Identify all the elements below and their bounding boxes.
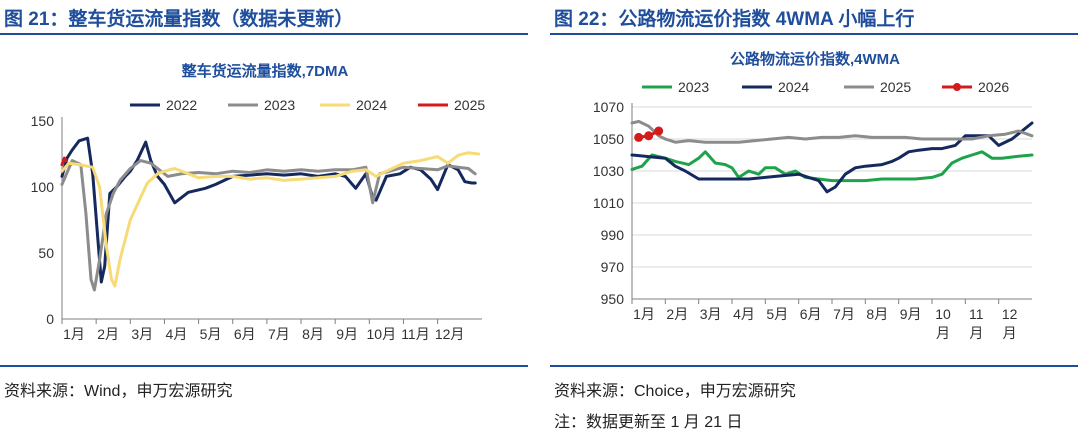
freight-volume-chart: 整车货运流量指数,7DMA 2022 2023 2024 2025 0 50 100 150 1月… (31, 62, 486, 342)
source-rule (550, 365, 1078, 367)
update-note: 注：数据更新至 1 月 21 日 (554, 414, 743, 431)
x-tick-label: 5月 (200, 326, 222, 342)
source-rule (0, 365, 528, 367)
x-tick-label: 8月 (866, 306, 888, 322)
series-line-2025 (60, 156, 68, 167)
x-tick-label: 3月 (700, 306, 722, 322)
x-tick-label: 5月 (766, 306, 788, 322)
legend-label-2026: 2026 (978, 79, 1009, 95)
legend-label-2022: 2022 (166, 97, 197, 113)
data-point-2026 (654, 126, 664, 136)
y-tick-label: 950 (601, 291, 625, 307)
figure-22-panel: 图 22：公路物流运价指数 4WMA 小幅上行 公路物流运价指数,4WMA 202… (550, 0, 1078, 437)
y-tick-label: 1050 (593, 131, 624, 147)
y-tick-label: 100 (31, 179, 55, 195)
y-tick-label: 50 (38, 245, 54, 261)
y-tick-label: 0 (46, 311, 54, 327)
x-tick-label: 7月 (833, 306, 855, 322)
legend-label-2025: 2025 (454, 97, 485, 113)
legend-label-2023: 2023 (678, 79, 709, 95)
legend-label-2025: 2025 (880, 79, 911, 95)
y-tick-label: 1070 (593, 99, 624, 115)
title-rule (550, 33, 1078, 35)
data-point-2026 (644, 131, 654, 141)
source-note: 资料来源：Choice，申万宏源研究 (554, 383, 796, 400)
x-tick-label: 7月 (268, 326, 290, 342)
x-tick-label: 2月 (97, 326, 119, 342)
legend-label-2024: 2024 (778, 79, 809, 95)
y-tick-label: 1030 (593, 163, 624, 179)
x-tick-label: 9月 (336, 326, 358, 342)
x-tick-label: 6月 (234, 326, 256, 342)
x-tick-label: 9月 (900, 306, 922, 322)
x-tick-label: 6月 (800, 306, 822, 322)
figure-title: 图 21：整车货运流量指数（数据未更新） (4, 9, 354, 30)
chart-title: 公路物流运价指数,4WMA (730, 50, 900, 68)
x-tick-label: 1月 (633, 306, 655, 322)
data-point-2026 (634, 132, 644, 142)
series-line-2022 (60, 136, 477, 284)
x-tick-label: 2月 (666, 306, 688, 322)
title-rule (0, 33, 528, 35)
y-tick-label: 150 (31, 113, 55, 129)
series-line-2023 (60, 159, 477, 292)
x-tick-label: 1月 (63, 326, 85, 342)
legend-label-2023: 2023 (264, 97, 295, 113)
y-tick-label: 990 (601, 227, 625, 243)
y-tick-label: 970 (601, 259, 625, 275)
freight-price-chart: 公路物流运价指数,4WMA 2023 2024 2025 2026 950 970 990 10… (593, 50, 1034, 341)
legend-marker-2026 (953, 83, 961, 91)
x-tick-label: 11月 (401, 326, 430, 342)
series-line-2024 (60, 151, 481, 288)
x-tick-label: 4月 (166, 326, 188, 342)
x-tick-label: 4月 (733, 306, 755, 322)
figure-21-panel: 图 21：整车货运流量指数（数据未更新） 整车货运流量指数,7DMA 2022 20… (0, 0, 528, 437)
legend-label-2024: 2024 (356, 97, 387, 113)
x-tick-label: 12月 (435, 326, 465, 342)
chart-title: 整车货运流量指数,7DMA (182, 62, 349, 80)
figure-title: 图 22：公路物流运价指数 4WMA 小幅上行 (554, 9, 915, 30)
y-tick-label: 1010 (593, 195, 624, 211)
source-note: 资料来源：Wind，申万宏源研究 (4, 383, 233, 400)
series-line-2025 (630, 119, 1034, 144)
x-tick-label: 3月 (131, 326, 153, 342)
x-tick-label: 8月 (302, 326, 324, 342)
x-tick-label: 10月 (367, 326, 397, 342)
series-line-2024 (630, 121, 1034, 194)
